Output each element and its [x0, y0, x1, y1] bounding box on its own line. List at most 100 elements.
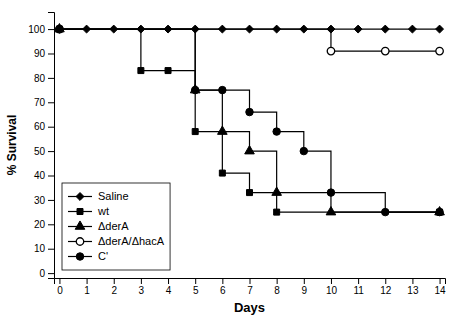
- y-tick: 10: [34, 243, 54, 254]
- x-tick-mark: [304, 278, 305, 284]
- y-tick-label: 80: [34, 73, 46, 84]
- point: [138, 68, 144, 74]
- x-tick-label: 1: [84, 285, 90, 296]
- y-tick: 20: [34, 219, 54, 230]
- point: [436, 208, 443, 215]
- legend-label: wt: [97, 205, 109, 217]
- x-tick: 14: [435, 278, 447, 296]
- y-tick-label: 60: [34, 121, 46, 132]
- point: [55, 24, 65, 32]
- x-tick-mark: [114, 278, 115, 284]
- y-tick-mark: [48, 78, 54, 79]
- x-tick-label: 3: [139, 285, 145, 296]
- point: [300, 147, 307, 154]
- x-tick-mark: [141, 278, 142, 284]
- x-tick-label: 9: [302, 285, 308, 296]
- point: [437, 209, 443, 215]
- x-tick-mark: [250, 278, 251, 284]
- series: [56, 25, 444, 54]
- point: [192, 129, 198, 135]
- x-tick-mark: [59, 278, 60, 284]
- y-tick-mark: [48, 176, 54, 177]
- point: [55, 25, 63, 33]
- background: [0, 0, 459, 320]
- y-tick: 30: [34, 195, 54, 206]
- x-tick: 8: [274, 278, 280, 296]
- y-tick-label: 20: [34, 219, 46, 230]
- x-tick-mark: [412, 278, 413, 284]
- point: [165, 68, 171, 74]
- x-tick-label: 5: [193, 285, 199, 296]
- point: [436, 25, 444, 33]
- y-tick-mark: [48, 249, 54, 250]
- point: [272, 187, 282, 195]
- legend-label: ΔderA: [98, 220, 129, 232]
- x-tick-label: 7: [247, 285, 253, 296]
- point: [247, 190, 253, 196]
- x-tick: 5: [193, 278, 199, 296]
- point: [435, 207, 445, 215]
- y-tick-mark: [48, 273, 54, 274]
- legend-item: ΔderA: [68, 220, 129, 232]
- legend: Saline wt ΔderA ΔderA/ΔhacA C': [62, 183, 170, 270]
- legend-frame: [62, 183, 170, 270]
- point: [246, 108, 253, 115]
- x-tick-mark: [331, 278, 332, 284]
- y-tick-label: 90: [34, 48, 46, 59]
- x-tick-mark: [277, 278, 278, 284]
- y-tick-label: 50: [34, 146, 46, 157]
- legend-label: ΔderA/ΔhacA: [98, 235, 165, 247]
- x-tick: 0: [57, 278, 63, 296]
- x-tick-label: 2: [111, 285, 117, 296]
- y-tick: 60: [34, 121, 54, 132]
- x-tick: 10: [326, 278, 338, 296]
- x-tick-label: 0: [57, 285, 63, 296]
- x-tick-label: 10: [326, 285, 338, 296]
- point: [245, 146, 255, 154]
- y-axis-title: % Survival: [5, 115, 19, 176]
- legend-label: Saline: [98, 190, 129, 202]
- y-tick: 90: [34, 48, 54, 59]
- legend-symbol: [76, 193, 84, 201]
- y-tick: 70: [34, 97, 54, 108]
- y-tick-mark: [48, 102, 54, 103]
- y-tick: 50: [34, 146, 54, 157]
- point: [219, 86, 226, 93]
- legend-label: C': [98, 250, 108, 262]
- x-tick-label: 12: [380, 285, 392, 296]
- point: [191, 86, 198, 93]
- legend-symbol: [77, 209, 83, 215]
- x-tick: 12: [380, 278, 392, 296]
- y-tick-label: 100: [28, 24, 45, 35]
- x-tick: 2: [111, 278, 117, 296]
- point: [274, 209, 280, 215]
- x-tick: 6: [220, 278, 226, 296]
- legend-item: C': [68, 250, 108, 262]
- point: [56, 25, 63, 32]
- x-tick-label: 4: [166, 285, 172, 296]
- point: [382, 47, 389, 54]
- x-tick-label: 14: [435, 285, 447, 296]
- y-tick: 40: [34, 170, 54, 181]
- y-tick-mark: [48, 29, 54, 30]
- x-tick: 9: [302, 278, 308, 296]
- y-tick: 80: [34, 73, 54, 84]
- point: [436, 47, 443, 54]
- legend-item: ΔderA/ΔhacA: [68, 235, 165, 247]
- point: [56, 25, 63, 32]
- x-tick: 7: [247, 278, 253, 296]
- y-tick-mark: [48, 200, 54, 201]
- point: [56, 26, 62, 32]
- y-tick-label: 30: [34, 195, 46, 206]
- x-tick-mark: [385, 278, 386, 284]
- point: [219, 170, 225, 176]
- x-tick-mark: [195, 278, 196, 284]
- legend-symbol: [76, 253, 83, 260]
- x-axis: 01234567891011121314: [55, 278, 447, 296]
- y-tick-mark: [48, 53, 54, 54]
- x-axis-line: [55, 279, 446, 285]
- legend-item: Saline: [68, 190, 129, 202]
- x-tick: 11: [353, 278, 364, 296]
- y-tick-mark: [48, 224, 54, 225]
- y-tick-label: 40: [34, 170, 46, 181]
